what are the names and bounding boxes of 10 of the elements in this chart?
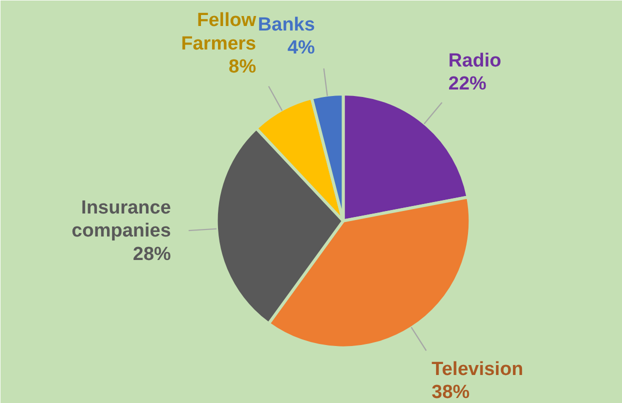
data-label: 38% xyxy=(432,382,470,403)
data-label: 28% xyxy=(132,244,172,265)
slice-label: Radio xyxy=(448,50,502,72)
slice-label: Banks xyxy=(258,14,315,36)
data-label: 22% xyxy=(448,74,487,95)
data-label: 4% xyxy=(287,37,316,58)
data-label: 8% xyxy=(228,56,256,78)
slice-label: Insurance companies xyxy=(72,198,171,242)
slice-label: Television xyxy=(432,359,524,380)
slice-label: Fellow Farmers xyxy=(181,10,256,54)
